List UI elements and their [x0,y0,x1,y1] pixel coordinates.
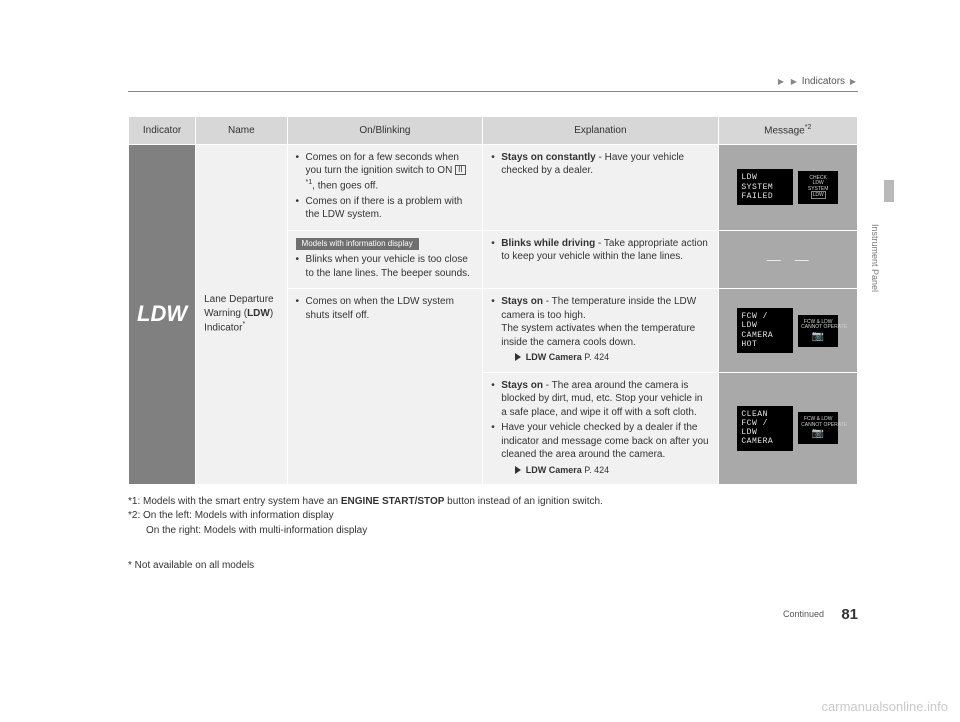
th-name: Name [196,117,287,145]
bullet-item: Stays on - The area around the camera is… [491,379,709,420]
camera-icon: 📷 [812,428,824,439]
th-message: Message*2 [718,117,858,145]
message-display-right: CHECK LDW SYSTEM LDW [798,171,838,204]
cross-reference: LDW Camera P. 424 [515,351,709,363]
message-cell: LDWSYSTEMFAILED CHECK LDW SYSTEM LDW [718,144,858,230]
reference-arrow-icon [515,353,521,361]
indicators-table: Indicator Name On/Blinking Explanation M… [128,116,858,485]
message-display-left: LDWSYSTEMFAILED [737,169,793,205]
table-header-row: Indicator Name On/Blinking Explanation M… [129,117,858,145]
name-cell: Lane Departure Warning (LDW) Indicator* [196,144,287,484]
message-display-right: FCW & LDW CANNOT OPERATE 📷 [798,412,838,444]
page-content: ▶ ▶ Indicators ▶ Instrument Panel Indica… [128,76,858,619]
explanation-cell: Stays on - The area around the camera is… [483,372,718,484]
page-footer: Continued 81 [128,589,858,619]
continued-label: Continued [783,609,824,619]
explanation-cell: Blinks while driving - Take appropriate … [483,230,718,289]
message-display-right: FCW & LDW CANNOT OPERATE 📷 [798,315,838,347]
bullet-item: Have your vehicle checked by a dealer if… [491,421,709,476]
message-cell: FCW /LDWCAMERAHOT FCW & LDW CANNOT OPERA… [718,289,858,372]
breadcrumb-arrow-icon: ▶ [850,77,856,86]
th-indicator: Indicator [129,117,196,145]
reference-arrow-icon [515,466,521,474]
breadcrumb-section: Indicators [802,76,845,87]
camera-icon: 📷 [812,331,824,342]
onblink-cell: Comes on for a few seconds when you turn… [287,144,483,230]
footnote-2b: On the right: Models with multi-informat… [146,524,858,539]
page-number: 81 [841,606,858,623]
message-display-left: FCW /LDWCAMERAHOT [737,308,793,353]
side-section-label: Instrument Panel [870,224,880,292]
onblink-cell: Models with information display Blinks w… [287,230,483,289]
table-row: LDW Lane Departure Warning (LDW) Indicat… [129,144,858,230]
message-cell: CLEANFCW /LDWCAMERA FCW & LDW CANNOT OPE… [718,372,858,484]
footnotes: *1: Models with the smart entry system h… [128,495,858,539]
ignition-position-icon: II [455,165,465,175]
bullet-item: Comes on if there is a problem with the … [296,195,475,222]
explanation-cell: Stays on constantly - Have your vehicle … [483,144,718,230]
footnote-1: *1: Models with the smart entry system h… [128,495,858,510]
onblink-cell: Comes on when the LDW system shuts itsel… [287,289,483,484]
bullet-item: Blinks while driving - Take appropriate … [491,237,709,264]
breadcrumb-arrow-icon: ▶ [791,77,797,86]
message-cell: — — [718,230,858,289]
footnote-2a: *2: On the left: Models with information… [128,509,858,524]
no-message-dash: — [767,251,781,267]
breadcrumb-arrow-icon: ▶ [778,77,784,86]
availability-note: * Not available on all models [128,560,858,571]
message-display-left: CLEANFCW /LDWCAMERA [737,406,793,451]
th-explanation: Explanation [483,117,718,145]
indicator-cell: LDW [129,144,196,484]
no-message-dash: — [795,251,809,267]
bullet-item: Stays on constantly - Have your vehicle … [491,151,709,178]
th-onblink: On/Blinking [287,117,483,145]
watermark: carmanualsonline.info [822,699,948,714]
bullet-item: Stays on - The temperature inside the LD… [491,295,709,363]
bullet-item: Blinks when your vehicle is too close to… [296,253,475,280]
bullet-item: Comes on for a few seconds when you turn… [296,151,475,193]
cross-reference: LDW Camera P. 424 [515,464,709,476]
ldw-indicator-icon: LDW [137,301,187,326]
header-divider [128,91,858,92]
breadcrumb: ▶ ▶ Indicators ▶ [128,76,858,87]
bullet-item: Comes on when the LDW system shuts itsel… [296,295,475,322]
side-tab-marker [884,180,894,202]
explanation-cell: Stays on - The temperature inside the LD… [483,289,718,372]
model-variant-badge: Models with information display [296,238,419,251]
